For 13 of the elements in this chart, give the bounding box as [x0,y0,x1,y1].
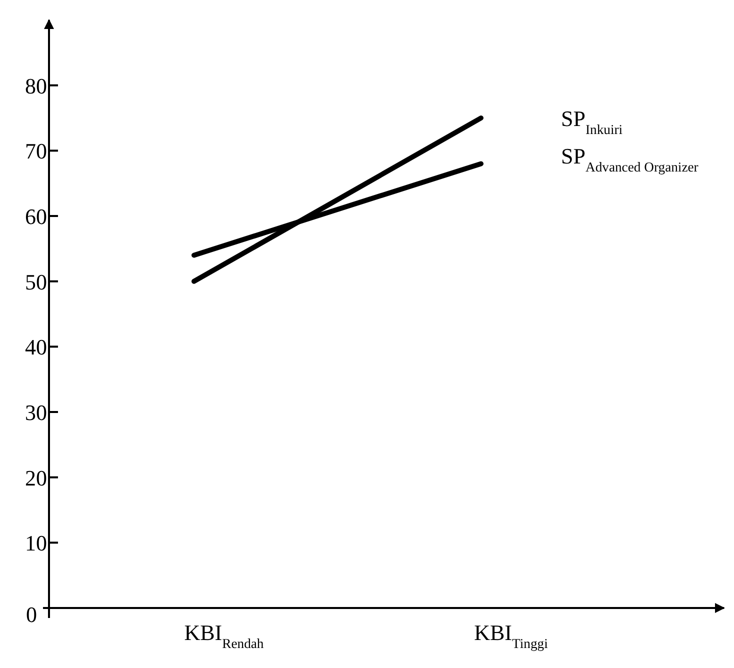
y-tick-label: 70 [25,138,47,164]
y-tick-label: 50 [25,269,47,294]
y-tick-label: 60 [25,204,47,229]
x-tick-label: KBI$_{Tinggi}$ [474,620,548,650]
y-tick-label: 0 [26,602,37,627]
y-tick-label: 30 [25,400,47,425]
y-tick-label: 40 [25,334,47,360]
y-tick-label: 20 [25,465,47,490]
text: SP$_{Advanced Organizer}$ [561,144,699,174]
y-tick-label: 10 [25,530,47,556]
x-tick-label: KBI$_{Rendah}$ [184,620,264,650]
y-tick-label: 80 [25,73,47,98]
text: SP$_{Inkuiri}$ [561,106,623,136]
